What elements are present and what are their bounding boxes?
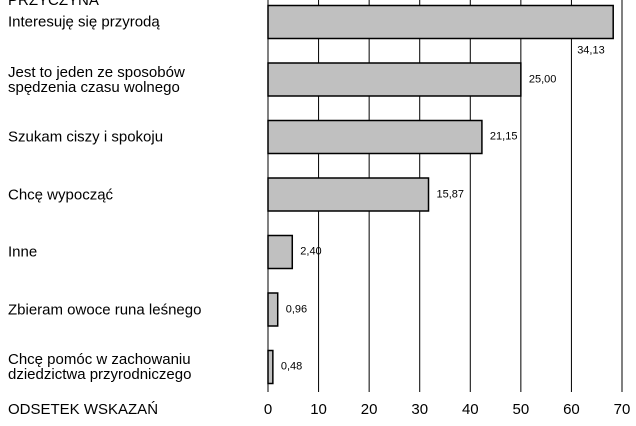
x-tick-label: 50: [512, 401, 530, 418]
value-label: 21,15: [489, 130, 518, 143]
bar: [267, 234, 294, 270]
chart-title: PRZYCZYNA: [8, 0, 99, 9]
bar: [267, 4, 614, 40]
bar: [267, 62, 522, 97]
category-label: Szukam ciszy i spokoju: [8, 128, 164, 146]
bar: [267, 119, 483, 155]
value-label: 34,13: [577, 44, 605, 56]
category-label: Chcę pomóc w zachowaniu dziedzictwa przy…: [8, 351, 192, 383]
category-label: Chcę wypocząć: [8, 186, 114, 203]
x-tick-label: 70: [613, 401, 631, 418]
value-label: 0,48: [280, 360, 303, 373]
value-label: 25,00: [528, 73, 557, 85]
category-label: Interesuję się przyrodą: [8, 13, 160, 31]
x-tick-label: 60: [563, 401, 580, 418]
value-label: 0,96: [285, 303, 308, 315]
category-label: Zbieram owoce runa leśnego: [8, 301, 202, 318]
value-label: 2,40: [300, 245, 322, 258]
x-tick-label: 20: [360, 401, 378, 418]
category-label: Jest to jeden ze sposobów spędzenia czas…: [8, 63, 185, 96]
bar: [267, 292, 279, 327]
x-axis-label: ODSETEK WSKAZAŃ: [8, 401, 159, 418]
category-label: Inne: [8, 243, 38, 261]
x-tick-label: 30: [411, 401, 429, 418]
value-label: 15,87: [436, 188, 465, 200]
bar: [267, 177, 430, 212]
x-tick-label: 40: [461, 401, 479, 418]
x-tick-label: 10: [310, 401, 327, 418]
bar: [267, 349, 274, 385]
x-tick-label: 0: [263, 401, 273, 418]
